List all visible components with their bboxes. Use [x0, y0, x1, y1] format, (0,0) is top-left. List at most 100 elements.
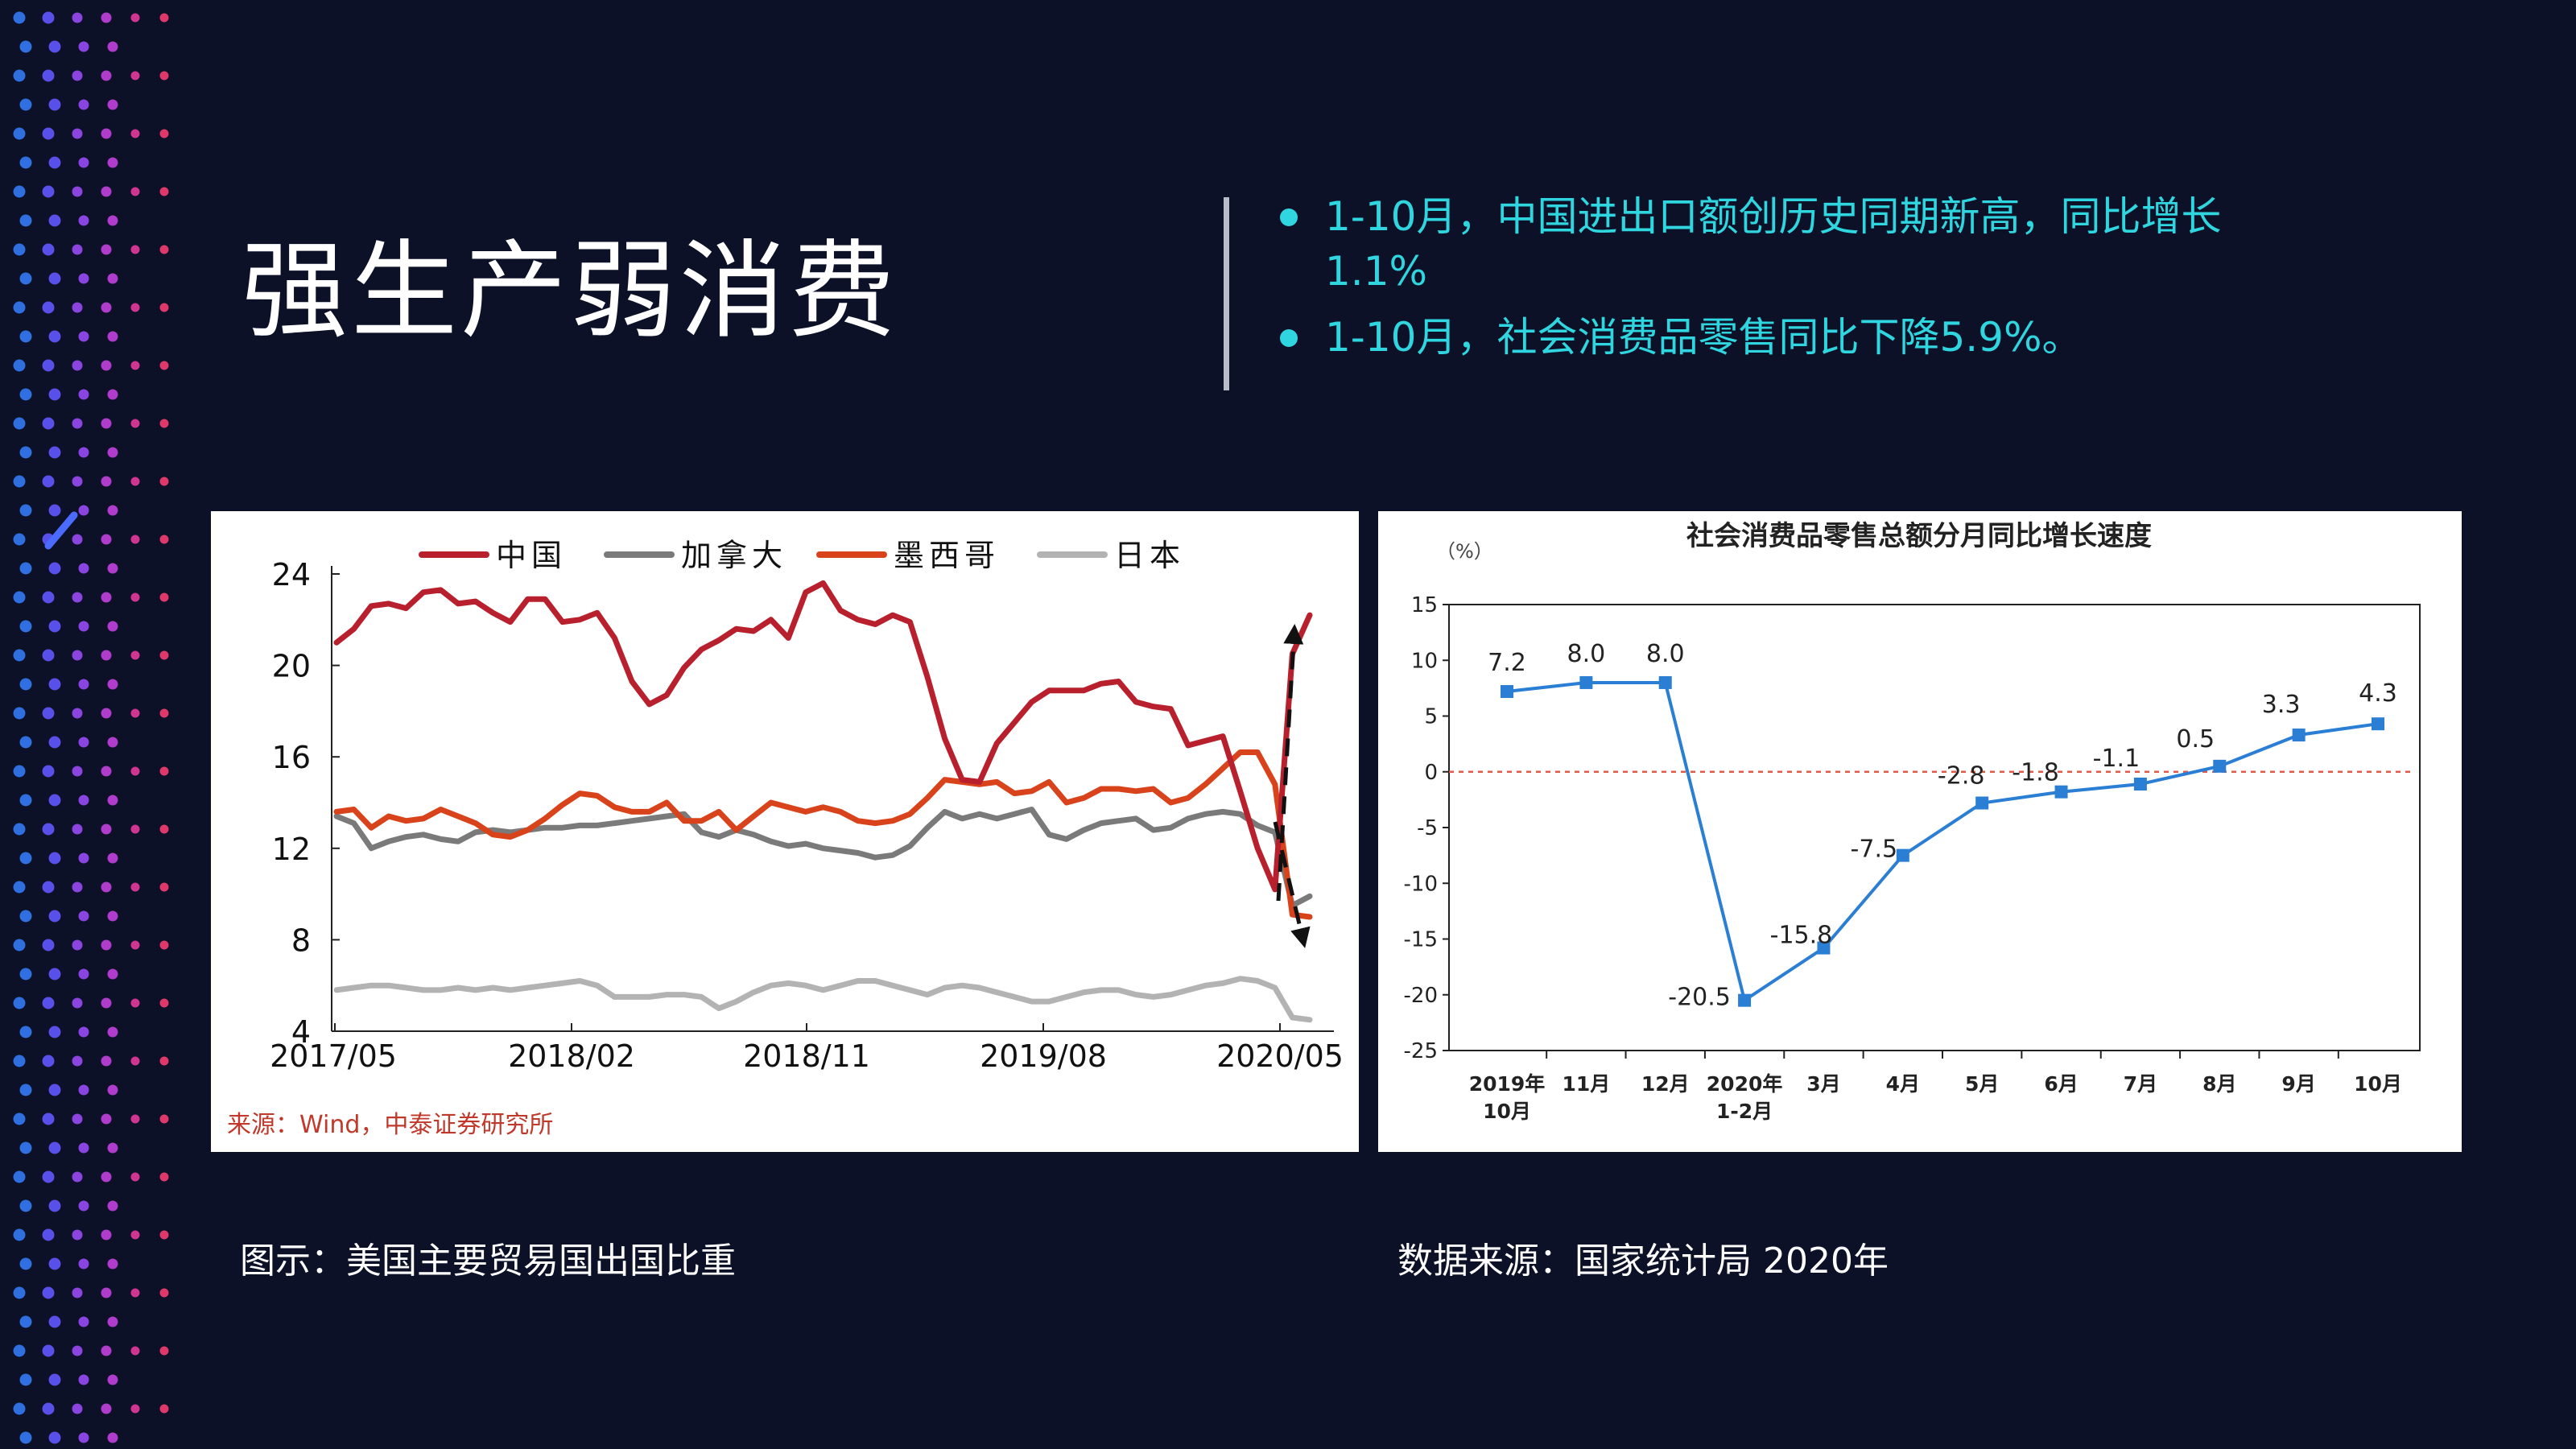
decor-dot: [130, 303, 140, 312]
series-line-2: [333, 749, 1313, 920]
x-tick-label: 2019/08: [980, 1038, 1107, 1074]
y-tick-label: -5: [1417, 816, 1438, 840]
decor-dot: [107, 621, 118, 632]
decor-dot: [101, 708, 112, 719]
decor-dot: [159, 824, 169, 834]
x-tick-label: 2019年: [1469, 1072, 1546, 1096]
decor-dot: [78, 679, 89, 690]
decor-dot: [130, 708, 140, 718]
data-point: [1658, 675, 1672, 689]
decor-dot: [101, 650, 112, 661]
x-tick-label: 11月: [1562, 1072, 1610, 1096]
x-tick-label: 8月: [2202, 1072, 2236, 1096]
decor-dot: [19, 40, 32, 53]
decor-dot: [78, 852, 89, 864]
decor-dot: [48, 40, 61, 53]
decor-dot: [159, 708, 169, 718]
decor-dot: [13, 823, 26, 836]
decor-dot: [159, 1230, 169, 1240]
decor-dot: [13, 997, 26, 1009]
decor-dot: [72, 1287, 83, 1298]
decor-dot: [42, 997, 55, 1009]
x-tick-label: 2020年: [1707, 1072, 1783, 1096]
retail-sales-chart-panel: 社会消费品零售总额分月同比增长速度 （%） 15 10 5 0 -5 -10 -15 -20 -25…: [1378, 511, 2462, 1152]
data-label: 3.3: [2262, 691, 2301, 719]
decor-dot: [78, 1200, 89, 1212]
decor-dot: [42, 765, 55, 778]
decor-dot: [42, 475, 55, 488]
decor-dot: [107, 795, 118, 806]
decor-dot: [48, 1141, 61, 1154]
decor-dot: [13, 939, 26, 952]
data-point: [2213, 759, 2227, 773]
decor-dot: [13, 881, 26, 894]
x-tick-label: 3月: [1806, 1072, 1840, 1096]
decor-dot: [72, 418, 83, 429]
decor-dot: [72, 244, 83, 255]
decor-dot: [13, 1170, 26, 1183]
decor-dot: [159, 477, 169, 486]
series-line-1: [333, 807, 1313, 909]
y-tick-label: 24: [272, 557, 311, 592]
decor-dot: [130, 1172, 140, 1182]
decor-dot: [101, 766, 112, 777]
decor-dot: [72, 1113, 83, 1125]
decor-dot: [107, 41, 118, 52]
decor-dot: [101, 302, 112, 313]
decor-dot: [19, 1373, 32, 1386]
legend-label: 日本: [1114, 538, 1185, 573]
y-tick-label: -20: [1404, 984, 1438, 1008]
decor-dot: [19, 1084, 32, 1096]
decor-dot: [107, 1374, 118, 1385]
decor-dot: [107, 1316, 118, 1327]
x-tick-label: 5月: [1965, 1072, 1999, 1096]
decor-dot: [107, 1026, 118, 1038]
decor-dot: [72, 766, 83, 777]
decor-dot: [48, 156, 61, 169]
decor-dot: [13, 69, 26, 82]
decor-dot: [101, 939, 112, 951]
data-label: -1.8: [2012, 759, 2059, 787]
decor-dot: [72, 592, 83, 603]
decor-dot: [19, 214, 32, 227]
decor-dot: [130, 535, 140, 544]
y-tick-label: 8: [291, 923, 311, 958]
decor-dot: [78, 215, 89, 226]
decor-dot: [13, 1344, 26, 1357]
legend-label: 加拿大: [681, 538, 787, 573]
data-label: 4.3: [2359, 679, 2397, 708]
decor-dot: [107, 331, 118, 342]
decor-dot: [101, 70, 112, 81]
decor-dot: [107, 1142, 118, 1154]
decor-dot: [159, 535, 169, 544]
decor-dot: [107, 1200, 118, 1212]
decor-dot: [130, 1056, 140, 1066]
data-label: -20.5: [1668, 984, 1731, 1012]
data-point: [2133, 777, 2147, 791]
decor-dot: [78, 563, 89, 574]
retail-growth-line: [1506, 681, 2379, 1003]
decor-dot: [78, 737, 89, 748]
decor-dot: [72, 12, 83, 23]
decor-dot: [130, 419, 140, 428]
decor-dot: [130, 998, 140, 1008]
decor-dot: [42, 1228, 55, 1241]
caption-left: 图示：美国主要贸易国出国比重: [240, 1241, 736, 1282]
decor-dot: [130, 766, 140, 776]
decor-dot: [78, 1084, 89, 1096]
decor-dot: [42, 185, 55, 198]
bullet-item: 1-10月，中国进出口额创历史同期新高，同比增长1.1%: [1272, 189, 2318, 299]
decor-stroke: [44, 511, 78, 550]
decor-dot: [130, 592, 140, 602]
x-tick-label: 2018/02: [508, 1038, 635, 1074]
decor-dot: [42, 1402, 55, 1415]
decor-dot: [78, 157, 89, 168]
decor-dot: [48, 562, 61, 575]
y-tick-label: 5: [1424, 705, 1438, 729]
decor-dot: [159, 1288, 169, 1298]
decor-dot: [78, 1316, 89, 1327]
decor-dot: [42, 649, 55, 662]
y-tick-label: 10: [1411, 649, 1438, 673]
title-divider: [1224, 197, 1229, 390]
decor-dot: [72, 1345, 83, 1356]
